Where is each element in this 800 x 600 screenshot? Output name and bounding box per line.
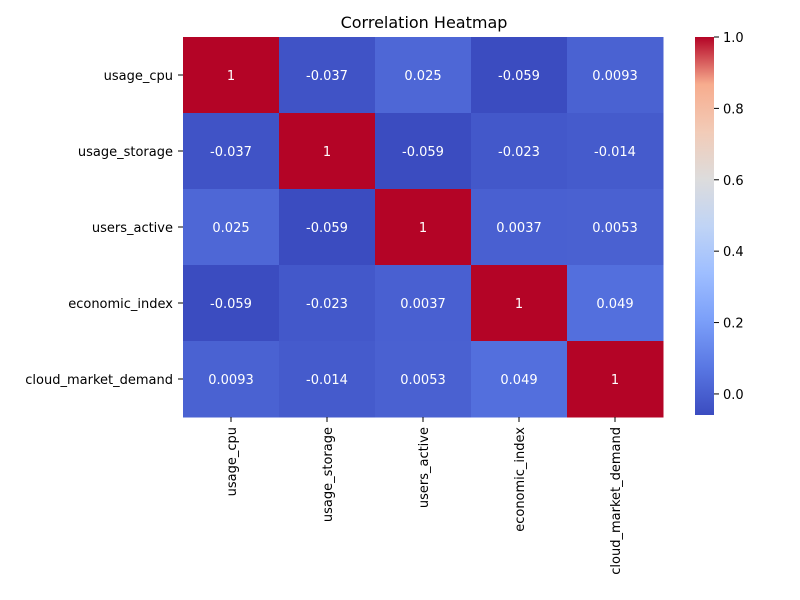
heatmap-cell (471, 341, 568, 418)
cell-value-label: 0.0093 (592, 69, 638, 84)
row-tick-label: usage_cpu (104, 69, 173, 84)
cell-value-label: 0.049 (500, 373, 537, 388)
colorbar-ticks: 0.0 0.2 0.4 0.6 0.8 1.0 (714, 31, 744, 403)
chart-title: Correlation Heatmap (341, 13, 508, 32)
heatmap-cell (567, 341, 664, 418)
cell-value-label: -0.037 (306, 69, 348, 84)
colorbar-tick-label: 1.0 (723, 31, 744, 46)
heatmap-cell (567, 113, 664, 190)
heatmap-cell (279, 189, 376, 266)
heatmap-cell (279, 113, 376, 190)
row-tick-label: users_active (92, 221, 173, 236)
heatmap-cell (471, 37, 568, 114)
cell-value-label: 0.0093 (208, 373, 254, 388)
cell-value-label: -0.037 (210, 145, 252, 160)
heatmap-cell (471, 265, 568, 342)
heatmap-cell (471, 189, 568, 266)
cell-value-label: 0.049 (596, 297, 633, 312)
row-tick-label: usage_storage (78, 145, 173, 160)
cell-value-label: 1 (515, 297, 523, 312)
heatmap-cell (471, 113, 568, 190)
cell-value-label: 0.0053 (400, 373, 446, 388)
cell-value-label: -0.059 (402, 145, 444, 160)
column-tick-label: usage_cpu (225, 427, 240, 496)
cell-value-label: 0.025 (404, 69, 441, 84)
cell-value-label: -0.059 (210, 297, 252, 312)
cell-value-label: 0.025 (212, 221, 249, 236)
heatmap-cell (375, 265, 472, 342)
colorbar (695, 37, 714, 415)
heatmap-cell (375, 189, 472, 266)
column-tick-label: cloud_market_demand (609, 427, 624, 575)
cell-value-label: 0.0037 (496, 221, 542, 236)
row-tick-label: economic_index (68, 297, 173, 312)
heatmap-cell (183, 113, 280, 190)
column-tick-label: economic_index (513, 427, 528, 532)
heatmap-cell (375, 37, 472, 114)
cell-value-label: -0.023 (306, 297, 348, 312)
heatmap-cell-labels: 1 -0.037 0.025 -0.059 0.0093 -0.037 1 -0.059 -0.… (208, 69, 638, 388)
heatmap-cell (183, 341, 280, 418)
heatmap-cells (183, 37, 664, 418)
colorbar-tick-label: 0.6 (723, 174, 744, 189)
cell-value-label: -0.059 (306, 221, 348, 236)
cell-value-label: -0.014 (306, 373, 348, 388)
heatmap-cell (567, 265, 664, 342)
heatmap-cell (567, 37, 664, 114)
colorbar-tick-label: 0.0 (723, 388, 744, 403)
cell-value-label: 1 (323, 145, 331, 160)
colorbar-tick-label: 0.4 (723, 245, 744, 260)
heatmap-cell (279, 341, 376, 418)
heatmap-cell (375, 113, 472, 190)
cell-value-label: -0.059 (498, 69, 540, 84)
heatmap-cell (375, 341, 472, 418)
heatmap-cell (567, 189, 664, 266)
cell-value-label: -0.014 (594, 145, 636, 160)
column-tick-labels: usage_cpu usage_storage users_active econom… (225, 417, 624, 575)
row-tick-labels: usage_cpu usage_storage users_activeeconom… (25, 69, 183, 388)
colorbar-tick-label: 0.2 (723, 317, 744, 332)
cell-value-label: 0.0037 (400, 297, 446, 312)
cell-value-label: 1 (227, 69, 235, 84)
cell-value-label: 1 (611, 373, 619, 388)
heatmap-cell (279, 265, 376, 342)
heatmap-cell (183, 37, 280, 114)
cell-value-label: 0.0053 (592, 221, 638, 236)
row-tick-label: cloud_market_demand (25, 373, 173, 388)
cell-value-label: -0.023 (498, 145, 540, 160)
heatmap-cell (279, 37, 376, 114)
heatmap-cell (183, 189, 280, 266)
cell-value-label: 1 (419, 221, 427, 236)
colorbar-tick-label: 0.8 (723, 102, 744, 117)
heatmap-cell (183, 265, 280, 342)
column-tick-label: usage_storage (321, 427, 336, 522)
column-tick-label: users_active (417, 427, 432, 508)
